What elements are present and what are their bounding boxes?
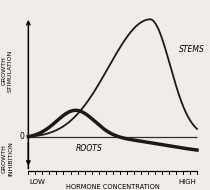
Text: HIGH: HIGH xyxy=(178,179,196,185)
Text: ROOTS: ROOTS xyxy=(76,144,102,153)
Text: LOW: LOW xyxy=(29,179,45,185)
Text: STEMS: STEMS xyxy=(179,45,205,54)
Text: GROWTH
INHIBITION: GROWTH INHIBITION xyxy=(1,141,13,176)
Text: GROWTH
STIMULATION: GROWTH STIMULATION xyxy=(1,50,13,92)
Text: 0: 0 xyxy=(19,132,24,141)
Text: HORMONE CONCENTRATION: HORMONE CONCENTRATION xyxy=(66,184,160,190)
